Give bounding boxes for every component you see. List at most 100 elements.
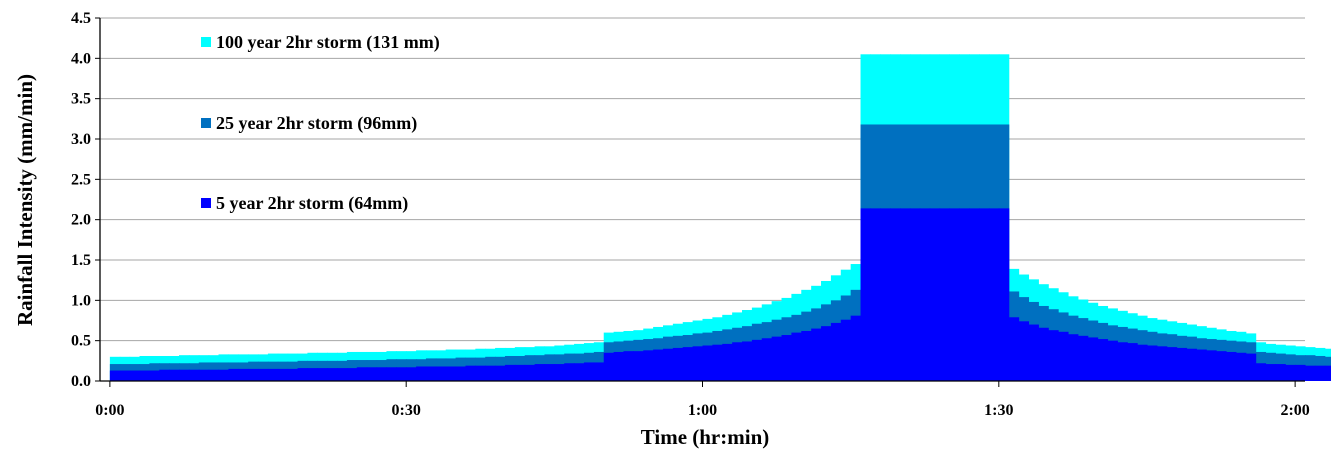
plot-bars: [109, 54, 1331, 382]
bar-3: [1186, 348, 1197, 381]
gridlines: [100, 17, 1305, 382]
bar-3: [1127, 343, 1138, 381]
bar-3: [346, 368, 358, 381]
bar-3: [376, 367, 388, 381]
bar-3: [1225, 351, 1237, 381]
x-tick-label: 2:00: [1280, 402, 1309, 419]
bar-3: [919, 208, 931, 381]
bar-3: [613, 351, 625, 381]
bar-3: [1018, 321, 1030, 381]
bar-3: [218, 369, 230, 381]
bar-3: [870, 208, 881, 381]
bar-3: [406, 367, 417, 381]
bar-3: [900, 208, 911, 381]
bar-3: [979, 208, 990, 381]
bar-3: [337, 368, 348, 381]
bar-3: [830, 322, 842, 381]
bar-3: [880, 208, 891, 381]
x-tick-label: 0:00: [95, 402, 124, 419]
bar-3: [1305, 365, 1316, 381]
bar-3: [1245, 353, 1257, 381]
bar-3: [366, 367, 378, 381]
bar-3: [475, 365, 486, 381]
legend: 100 year 2hr storm (131 mm) 25 year 2hr s…: [201, 32, 440, 214]
bar-3: [712, 344, 723, 381]
bar-3: [327, 368, 338, 381]
y-tick-label: 1.5: [71, 252, 91, 269]
bar-3: [811, 328, 822, 381]
bar-3: [1048, 330, 1059, 381]
bar-3: [317, 368, 328, 381]
bar-3: [909, 208, 921, 381]
bar-3: [435, 366, 447, 381]
bar-3: [633, 351, 644, 381]
bar-3: [969, 208, 980, 381]
bar-3: [672, 347, 684, 381]
bar-3: [1295, 364, 1306, 381]
bar-3: [574, 363, 585, 381]
bar-3: [692, 346, 704, 381]
bar-3: [939, 208, 951, 381]
bar-3: [109, 370, 121, 381]
y-tick-label: 0.0: [71, 373, 91, 390]
bar-3: [179, 369, 190, 381]
y-tick-label: 3.5: [71, 91, 91, 108]
bar-3: [722, 343, 733, 381]
bar-3: [169, 369, 180, 381]
bar-3: [445, 366, 457, 381]
legend-label: 5 year 2hr storm (64mm): [216, 193, 408, 214]
bar-3: [1067, 334, 1079, 381]
bar-3: [801, 330, 812, 381]
bar-3: [159, 369, 170, 381]
bar-3: [821, 326, 832, 381]
bar-3: [988, 208, 1000, 381]
bar-3: [1206, 350, 1217, 381]
bar-3: [258, 368, 269, 381]
bar-3: [554, 364, 565, 381]
bar-3: [682, 347, 694, 381]
bar-3: [1146, 345, 1158, 381]
bar-3: [840, 319, 852, 381]
bar-3: [129, 370, 141, 381]
bar-3: [495, 365, 506, 381]
bar-3: [307, 368, 318, 381]
bar-3: [208, 369, 220, 381]
bar-3: [791, 332, 802, 381]
bar-3: [228, 368, 239, 381]
y-tick-label: 4.5: [71, 10, 91, 27]
bar-3: [188, 369, 200, 381]
bar-3: [356, 367, 368, 381]
bar-3: [544, 364, 555, 381]
bar-3: [1107, 340, 1118, 381]
bar-3: [662, 348, 674, 381]
bar-3: [761, 338, 773, 381]
bar-3: [386, 367, 397, 381]
legend-label: 100 year 2hr storm (131 mm): [216, 32, 440, 53]
bar-3: [455, 366, 467, 381]
y-tick-label: 2.0: [71, 212, 91, 229]
bar-3: [643, 350, 654, 381]
y-tick-label: 1.0: [71, 292, 91, 309]
bar-3: [1255, 363, 1267, 381]
bar-3: [583, 362, 595, 381]
bar-3: [771, 336, 783, 381]
bar-3: [732, 342, 743, 381]
bar-3: [860, 208, 872, 381]
legend-swatch: [201, 37, 211, 47]
bar-3: [514, 364, 526, 381]
bar-3: [238, 368, 249, 381]
bar-3: [781, 335, 792, 381]
bar-3: [1058, 331, 1069, 381]
bar-3: [1117, 342, 1128, 381]
bar-3: [1038, 327, 1049, 381]
bar-3: [1166, 347, 1178, 381]
y-tick-label: 0.5: [71, 333, 91, 350]
bar-3: [603, 352, 615, 381]
legend-swatch: [201, 198, 211, 208]
bar-3: [929, 208, 941, 381]
bar-3: [1008, 317, 1020, 381]
bar-3: [850, 315, 862, 381]
bar-3: [702, 345, 713, 381]
bar-3: [139, 370, 150, 381]
